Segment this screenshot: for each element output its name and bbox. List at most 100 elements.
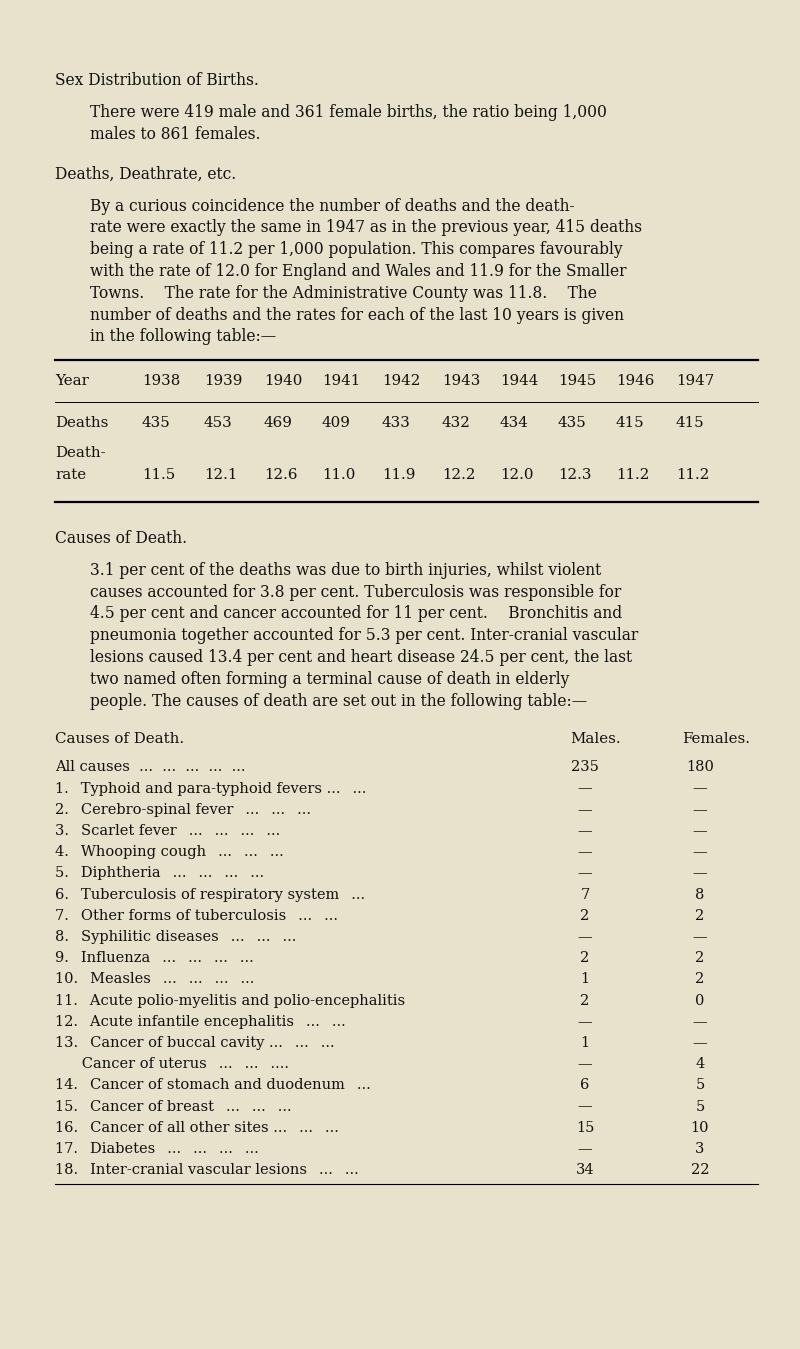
Text: Year: Year: [55, 374, 89, 389]
Text: —: —: [693, 803, 707, 816]
Text: 2: 2: [695, 951, 705, 965]
Text: —: —: [578, 929, 592, 944]
Text: 2: 2: [695, 973, 705, 986]
Text: number of deaths and the rates for each of the last 10 years is given: number of deaths and the rates for each …: [90, 306, 624, 324]
Text: Females.: Females.: [682, 733, 750, 746]
Text: 5: 5: [695, 1099, 705, 1114]
Text: 1: 1: [581, 1036, 590, 1050]
Text: —: —: [693, 1036, 707, 1050]
Text: By a curious coincidence the number of deaths and the death-: By a curious coincidence the number of d…: [90, 197, 574, 214]
Text: 10: 10: [690, 1121, 710, 1135]
Text: 1947: 1947: [676, 374, 714, 389]
Text: 1940: 1940: [264, 374, 302, 389]
Text: with the rate of 12.0 for England and Wales and 11.9 for the Smaller: with the rate of 12.0 for England and Wa…: [90, 263, 626, 281]
Text: —: —: [693, 1014, 707, 1029]
Text: 10.  Measles  ...  ...  ...  ...: 10. Measles ... ... ... ...: [55, 973, 254, 986]
Text: —: —: [693, 929, 707, 944]
Text: 2: 2: [580, 994, 590, 1008]
Text: 12.  Acute infantile encephalitis  ...  ...: 12. Acute infantile encephalitis ... ...: [55, 1014, 346, 1029]
Text: 0: 0: [695, 994, 705, 1008]
Text: rate were exactly the same in 1947 as in the previous year, 415 deaths: rate were exactly the same in 1947 as in…: [90, 220, 642, 236]
Text: 1943: 1943: [442, 374, 480, 389]
Text: 1945: 1945: [558, 374, 596, 389]
Text: 13.  Cancer of buccal cavity ...  ...  ...: 13. Cancer of buccal cavity ... ... ...: [55, 1036, 334, 1050]
Text: —: —: [578, 846, 592, 859]
Text: 18.  Inter-cranial vascular lesions  ...  ...: 18. Inter-cranial vascular lesions ... .…: [55, 1163, 358, 1178]
Text: 5: 5: [695, 1078, 705, 1093]
Text: —: —: [693, 846, 707, 859]
Text: —: —: [578, 1099, 592, 1114]
Text: 12.6: 12.6: [264, 468, 298, 482]
Text: —: —: [578, 824, 592, 838]
Text: Sex Distribution of Births.: Sex Distribution of Births.: [55, 71, 259, 89]
Text: 14.  Cancer of stomach and duodenum  ...: 14. Cancer of stomach and duodenum ...: [55, 1078, 370, 1093]
Text: —: —: [578, 1058, 592, 1071]
Text: 6: 6: [580, 1078, 590, 1093]
Text: 180: 180: [686, 761, 714, 774]
Text: —: —: [693, 781, 707, 796]
Text: 12.1: 12.1: [204, 468, 238, 482]
Text: pneumonia together accounted for 5.3 per cent. Inter-cranial vascular: pneumonia together accounted for 5.3 per…: [90, 627, 638, 645]
Text: causes accounted for 3.8 per cent. Tuberculosis was responsible for: causes accounted for 3.8 per cent. Tuber…: [90, 584, 622, 600]
Text: 415: 415: [676, 417, 705, 430]
Text: rate: rate: [55, 468, 86, 482]
Text: —: —: [693, 866, 707, 881]
Text: 11.5: 11.5: [142, 468, 175, 482]
Text: —: —: [578, 803, 592, 816]
Text: 15: 15: [576, 1121, 594, 1135]
Text: 9.  Influenza  ...  ...  ...  ...: 9. Influenza ... ... ... ...: [55, 951, 254, 965]
Text: 1: 1: [581, 973, 590, 986]
Text: 1939: 1939: [204, 374, 242, 389]
Text: 12.2: 12.2: [442, 468, 475, 482]
Text: 1944: 1944: [500, 374, 538, 389]
Text: 1938: 1938: [142, 374, 180, 389]
Text: 4: 4: [695, 1058, 705, 1071]
Text: 15.  Cancer of breast  ...  ...  ...: 15. Cancer of breast ... ... ...: [55, 1099, 292, 1114]
Text: in the following table:—: in the following table:—: [90, 328, 276, 345]
Text: 2: 2: [580, 909, 590, 923]
Text: 469: 469: [264, 417, 293, 430]
Text: 432: 432: [442, 417, 471, 430]
Text: 12.3: 12.3: [558, 468, 591, 482]
Text: —: —: [578, 1143, 592, 1156]
Text: people. The causes of death are set out in the following table:—: people. The causes of death are set out …: [90, 692, 587, 710]
Text: 3: 3: [695, 1143, 705, 1156]
Text: 22: 22: [690, 1163, 710, 1178]
Text: 5.  Diphtheria  ...  ...  ...  ...: 5. Diphtheria ... ... ... ...: [55, 866, 264, 881]
Text: 435: 435: [142, 417, 170, 430]
Text: Deaths, Deathrate, etc.: Deaths, Deathrate, etc.: [55, 166, 236, 182]
Text: 4.  Whooping cough  ...  ...  ...: 4. Whooping cough ... ... ...: [55, 846, 284, 859]
Text: —: —: [578, 866, 592, 881]
Text: 8: 8: [695, 888, 705, 901]
Text: 8.  Syphilitic diseases  ...  ...  ...: 8. Syphilitic diseases ... ... ...: [55, 929, 296, 944]
Text: 1946: 1946: [616, 374, 654, 389]
Text: two named often forming a terminal cause of death in elderly: two named often forming a terminal cause…: [90, 670, 570, 688]
Text: 11.2: 11.2: [676, 468, 710, 482]
Text: 12.0: 12.0: [500, 468, 534, 482]
Text: There were 419 male and 361 female births, the ratio being 1,000: There were 419 male and 361 female birth…: [90, 104, 607, 121]
Text: 34: 34: [576, 1163, 594, 1178]
Text: Causes of Death.: Causes of Death.: [55, 733, 184, 746]
Text: 6.  Tuberculosis of respiratory system  ...: 6. Tuberculosis of respiratory system ..…: [55, 888, 365, 901]
Text: 7.  Other forms of tuberculosis  ...  ...: 7. Other forms of tuberculosis ... ...: [55, 909, 338, 923]
Text: 7: 7: [580, 888, 590, 901]
Text: 1941: 1941: [322, 374, 360, 389]
Text: Males.: Males.: [570, 733, 621, 746]
Text: 434: 434: [500, 417, 529, 430]
Text: 11.9: 11.9: [382, 468, 415, 482]
Text: 3.  Scarlet fever  ...  ...  ...  ...: 3. Scarlet fever ... ... ... ...: [55, 824, 280, 838]
Text: 17.  Diabetes  ...  ...  ...  ...: 17. Diabetes ... ... ... ...: [55, 1143, 258, 1156]
Text: Towns.  The rate for the Administrative County was 11.8.  The: Towns. The rate for the Administrative C…: [90, 285, 597, 302]
Text: 16.  Cancer of all other sites ...  ...  ...: 16. Cancer of all other sites ... ... ..…: [55, 1121, 339, 1135]
Text: —: —: [578, 1014, 592, 1029]
Text: males to 861 females.: males to 861 females.: [90, 125, 261, 143]
Text: 235: 235: [571, 761, 599, 774]
Text: 4.5 per cent and cancer accounted for 11 per cent.  Bronchitis and: 4.5 per cent and cancer accounted for 11…: [90, 606, 622, 622]
Text: being a rate of 11.2 per 1,000 population. This compares favourably: being a rate of 11.2 per 1,000 populatio…: [90, 241, 622, 258]
Text: lesions caused 13.4 per cent and heart disease 24.5 per cent, the last: lesions caused 13.4 per cent and heart d…: [90, 649, 632, 666]
Text: Causes of Death.: Causes of Death.: [55, 530, 187, 546]
Text: —: —: [578, 781, 592, 796]
Text: Deaths: Deaths: [55, 417, 108, 430]
Text: —: —: [693, 824, 707, 838]
Text: 433: 433: [382, 417, 411, 430]
